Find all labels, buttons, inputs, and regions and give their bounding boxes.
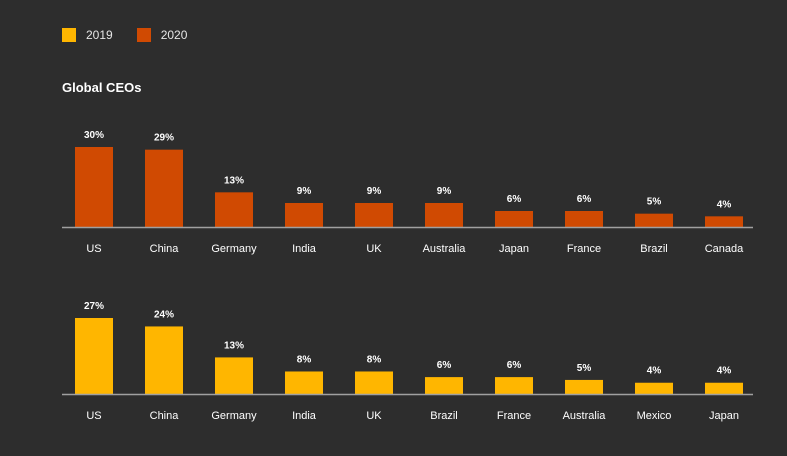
- category-label: China: [150, 410, 180, 422]
- bar-brazil: [425, 377, 463, 394]
- value-label: 6%: [507, 360, 522, 371]
- bar-australia: [425, 203, 463, 227]
- bar-germany: [215, 357, 253, 394]
- bar-us: [75, 147, 113, 227]
- category-label: Japan: [499, 243, 529, 255]
- value-label: 6%: [507, 194, 522, 205]
- legend-label-2019: 2019: [86, 28, 113, 42]
- chart-2019: 27% US 24% China 13% Germany 8% India 8% UK 6% Braz…: [62, 301, 753, 422]
- bar-canada: [705, 216, 743, 227]
- value-label: 13%: [224, 340, 244, 351]
- bar-france: [495, 377, 533, 394]
- value-label: 8%: [297, 354, 312, 365]
- bar-us: [75, 318, 113, 394]
- value-label: 4%: [717, 199, 732, 210]
- category-label: Brazil: [430, 410, 458, 422]
- category-label: Canada: [705, 243, 744, 255]
- category-label: India: [292, 410, 317, 422]
- chart-title: Global CEOs: [62, 80, 142, 95]
- value-label: 9%: [437, 186, 452, 197]
- category-label: US: [86, 243, 101, 255]
- category-label: India: [292, 243, 317, 255]
- category-label: China: [150, 243, 180, 255]
- category-label: Germany: [211, 410, 257, 422]
- bar-china: [145, 149, 183, 227]
- value-label: 9%: [297, 186, 312, 197]
- bar-germany: [215, 192, 253, 227]
- legend-item-2020: 2020: [136, 28, 188, 42]
- value-label: 29%: [154, 133, 174, 144]
- value-label: 27%: [84, 301, 104, 312]
- category-label: France: [567, 243, 601, 255]
- bar-australia: [565, 379, 603, 394]
- value-label: 9%: [367, 186, 382, 197]
- category-label: Germany: [211, 243, 257, 255]
- bar-india: [285, 371, 323, 394]
- bar-japan: [495, 211, 533, 227]
- legend: 2019 2020: [62, 28, 211, 42]
- bar-india: [285, 203, 323, 227]
- value-label: 6%: [577, 194, 592, 205]
- bar-brazil: [635, 213, 673, 227]
- category-label: US: [86, 410, 101, 422]
- category-label: Japan: [709, 410, 739, 422]
- bar-china: [145, 326, 183, 394]
- bar-uk: [355, 371, 393, 394]
- legend-label-2020: 2020: [160, 28, 188, 42]
- legend-swatch-2020: [136, 28, 151, 42]
- bar-mexico: [635, 382, 673, 394]
- value-label: 4%: [717, 366, 732, 377]
- value-label: 6%: [437, 360, 452, 371]
- value-label: 24%: [154, 309, 174, 320]
- category-label: Brazil: [640, 243, 668, 255]
- value-label: 30%: [84, 130, 104, 141]
- legend-item-2019: 2019: [62, 28, 113, 42]
- category-label: Mexico: [637, 410, 672, 422]
- value-label: 5%: [647, 197, 662, 208]
- legend-swatch-2019: [62, 28, 76, 42]
- bar-france: [565, 211, 603, 227]
- value-label: 5%: [577, 363, 592, 374]
- chart-2020: 30% US 29% China 13% Germany 9% India 9% UK 9% Aust…: [62, 130, 753, 255]
- value-label: 8%: [367, 354, 382, 365]
- bar-uk: [355, 203, 393, 227]
- category-label: France: [497, 410, 531, 422]
- category-label: Australia: [563, 410, 607, 422]
- category-label: Australia: [423, 243, 467, 255]
- value-label: 4%: [647, 366, 662, 377]
- category-label: UK: [366, 410, 382, 422]
- value-label: 13%: [224, 175, 244, 186]
- category-label: UK: [366, 243, 382, 255]
- bar-japan: [705, 382, 743, 394]
